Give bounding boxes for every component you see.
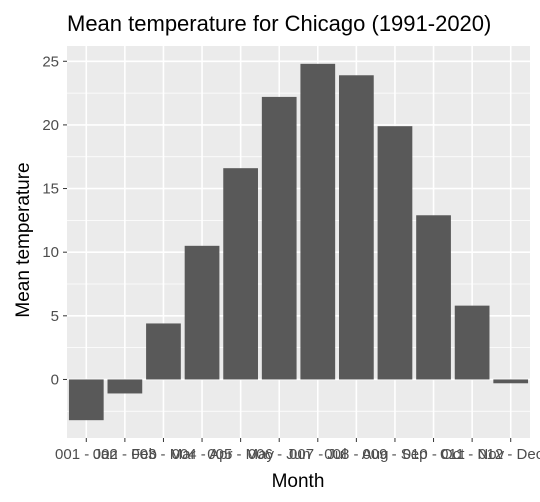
x-tick-label: 007 - Jul bbox=[289, 446, 347, 463]
bar bbox=[68, 379, 104, 421]
bar bbox=[454, 305, 490, 380]
bar bbox=[339, 75, 374, 380]
bar bbox=[261, 96, 297, 380]
y-tick-label: 0 bbox=[51, 371, 59, 388]
x-axis-label: Month bbox=[272, 471, 325, 492]
y-tick-label: 25 bbox=[42, 53, 59, 70]
bar bbox=[223, 168, 258, 380]
x-tick-label: 005 - May bbox=[207, 446, 274, 463]
bar bbox=[184, 245, 220, 380]
x-tick-label: 002 - Feb bbox=[93, 446, 157, 463]
x-tick-label: 004 - Apr bbox=[172, 446, 233, 463]
x-tick-label: 010 - Oct bbox=[403, 446, 466, 463]
x-tick-label: 012 - Dec bbox=[478, 446, 540, 463]
y-tick-label: 20 bbox=[42, 117, 59, 134]
y-axis-label: Mean temperature bbox=[13, 162, 34, 317]
y-tick-label: 10 bbox=[42, 244, 59, 261]
bar bbox=[377, 126, 413, 380]
x-tick-label: 009 - Sep bbox=[362, 446, 427, 463]
bar bbox=[300, 63, 336, 380]
bars bbox=[68, 63, 529, 421]
x-tick-label: 003 - Mar bbox=[131, 446, 195, 463]
bar bbox=[107, 379, 143, 394]
y-tick-label: 15 bbox=[42, 181, 59, 198]
plot-panel bbox=[67, 46, 530, 438]
x-tick-label: 006 - Jun bbox=[248, 446, 311, 463]
bar bbox=[493, 379, 529, 384]
bar bbox=[416, 215, 451, 380]
x-tick-label: 011 - Nov bbox=[440, 446, 504, 463]
x-tick-label: 001 - Jan bbox=[55, 446, 118, 463]
y-axis: 0 5 10 15 20 25 bbox=[42, 53, 67, 388]
chart-title: Mean temperature for Chicago (1991-2020) bbox=[67, 11, 491, 36]
x-tick-label: 008 - Aug bbox=[324, 446, 388, 463]
bar bbox=[146, 323, 181, 380]
y-tick-label: 5 bbox=[51, 308, 59, 325]
